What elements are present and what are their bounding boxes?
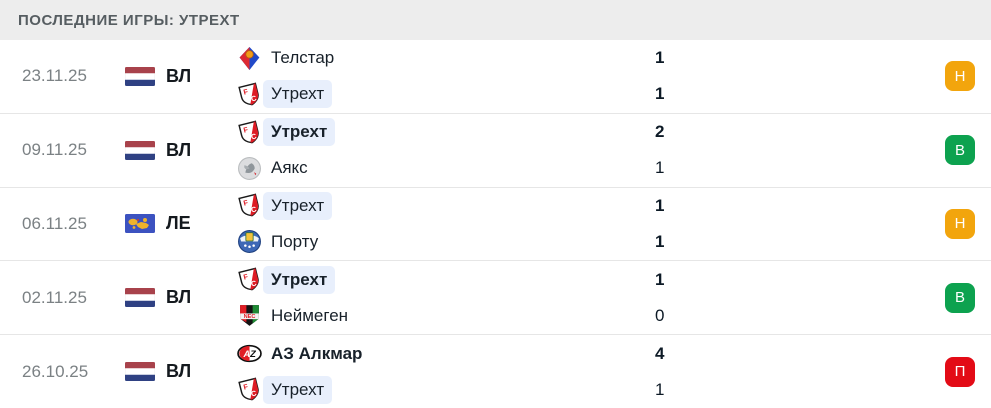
team-score: 0: [655, 305, 665, 325]
competition-label: ВЛ: [166, 361, 192, 382]
svg-text:C: C: [250, 131, 258, 141]
team-name: Утрехт: [263, 375, 333, 404]
svg-text:C: C: [250, 388, 258, 398]
nijmegen-logo: NEC: [237, 303, 262, 328]
svg-text:C: C: [250, 278, 258, 288]
result-badge: В: [945, 282, 975, 313]
team-row-away: Аякс 1: [237, 154, 907, 183]
competition-cell: ВЛ: [125, 361, 237, 382]
team-row-away: Порту 1: [237, 227, 907, 256]
team-score: 1: [655, 84, 665, 104]
team-score: 2: [655, 122, 665, 142]
result-badge: Н: [945, 208, 975, 239]
team-name: Телстар: [271, 48, 335, 68]
svg-text:Z: Z: [249, 349, 257, 359]
competition-label: ВЛ: [166, 139, 192, 160]
team-score: 4: [655, 343, 665, 363]
ajax-logo: [237, 156, 262, 181]
team-score: 1: [655, 158, 665, 178]
porto-logo: [237, 229, 262, 254]
team-name: Утрехт: [263, 80, 333, 109]
team-name: Аякс: [271, 158, 308, 178]
team-score: 1: [655, 48, 665, 68]
match-date: 02.11.25: [22, 287, 87, 307]
netherlands-flag: [125, 288, 155, 308]
svg-text:F: F: [243, 124, 250, 134]
widget-title: ПОСЛЕДНИЕ ИГРЫ: УТРЕХТ: [18, 11, 240, 29]
result-badge: Н: [945, 61, 975, 92]
competition-cell: ВЛ: [125, 66, 237, 87]
team-name: АЗ Алкмар: [271, 343, 363, 363]
competition-cell: ВЛ: [125, 140, 237, 161]
telstar-logo: [237, 46, 262, 71]
world-flag: [125, 214, 155, 234]
result-badge: П: [945, 356, 975, 387]
match-date: 09.11.25: [22, 140, 87, 160]
competition-label: ЛЕ: [166, 213, 191, 234]
competition-cell: ЛЕ: [125, 213, 237, 234]
result-badge: В: [945, 135, 975, 166]
team-name: Утрехт: [263, 191, 333, 220]
result-cell: В: [907, 282, 991, 313]
netherlands-flag: [125, 66, 155, 86]
team-score: 1: [655, 269, 665, 289]
team-name: Утрехт: [263, 265, 336, 294]
svg-text:F: F: [243, 198, 250, 208]
team-name: Утрехт: [263, 118, 336, 147]
competition-label: ВЛ: [166, 65, 192, 86]
result-cell: П: [907, 356, 991, 387]
svg-text:C: C: [250, 205, 258, 215]
team-score: 1: [655, 379, 665, 399]
match-date: 06.11.25: [22, 213, 87, 233]
svg-text:F: F: [243, 87, 250, 97]
svg-text:C: C: [250, 93, 258, 103]
team-row-away: NEC Неймеген 0: [237, 301, 907, 330]
result-cell: Н: [907, 208, 991, 239]
team-row-home: Телстар 1: [237, 44, 907, 73]
svg-text:F: F: [243, 382, 250, 392]
netherlands-flag: [125, 140, 155, 160]
svg-text:F: F: [243, 272, 250, 282]
netherlands-flag: [125, 362, 155, 382]
match-date: 26.10.25: [22, 361, 89, 381]
svg-text:NEC: NEC: [244, 314, 256, 320]
competition-label: ВЛ: [166, 287, 192, 308]
team-score: 1: [655, 195, 665, 215]
svg-text:A: A: [242, 349, 250, 359]
competition-cell: ВЛ: [125, 287, 237, 308]
result-cell: Н: [907, 61, 991, 92]
team-score: 1: [655, 231, 665, 251]
result-cell: В: [907, 135, 991, 166]
widget-header: ПОСЛЕДНИЕ ИГРЫ: УТРЕХТ: [0, 0, 991, 40]
team-name: Неймеген: [271, 305, 349, 325]
match-date: 23.11.25: [22, 66, 87, 86]
team-name: Порту: [271, 231, 319, 251]
